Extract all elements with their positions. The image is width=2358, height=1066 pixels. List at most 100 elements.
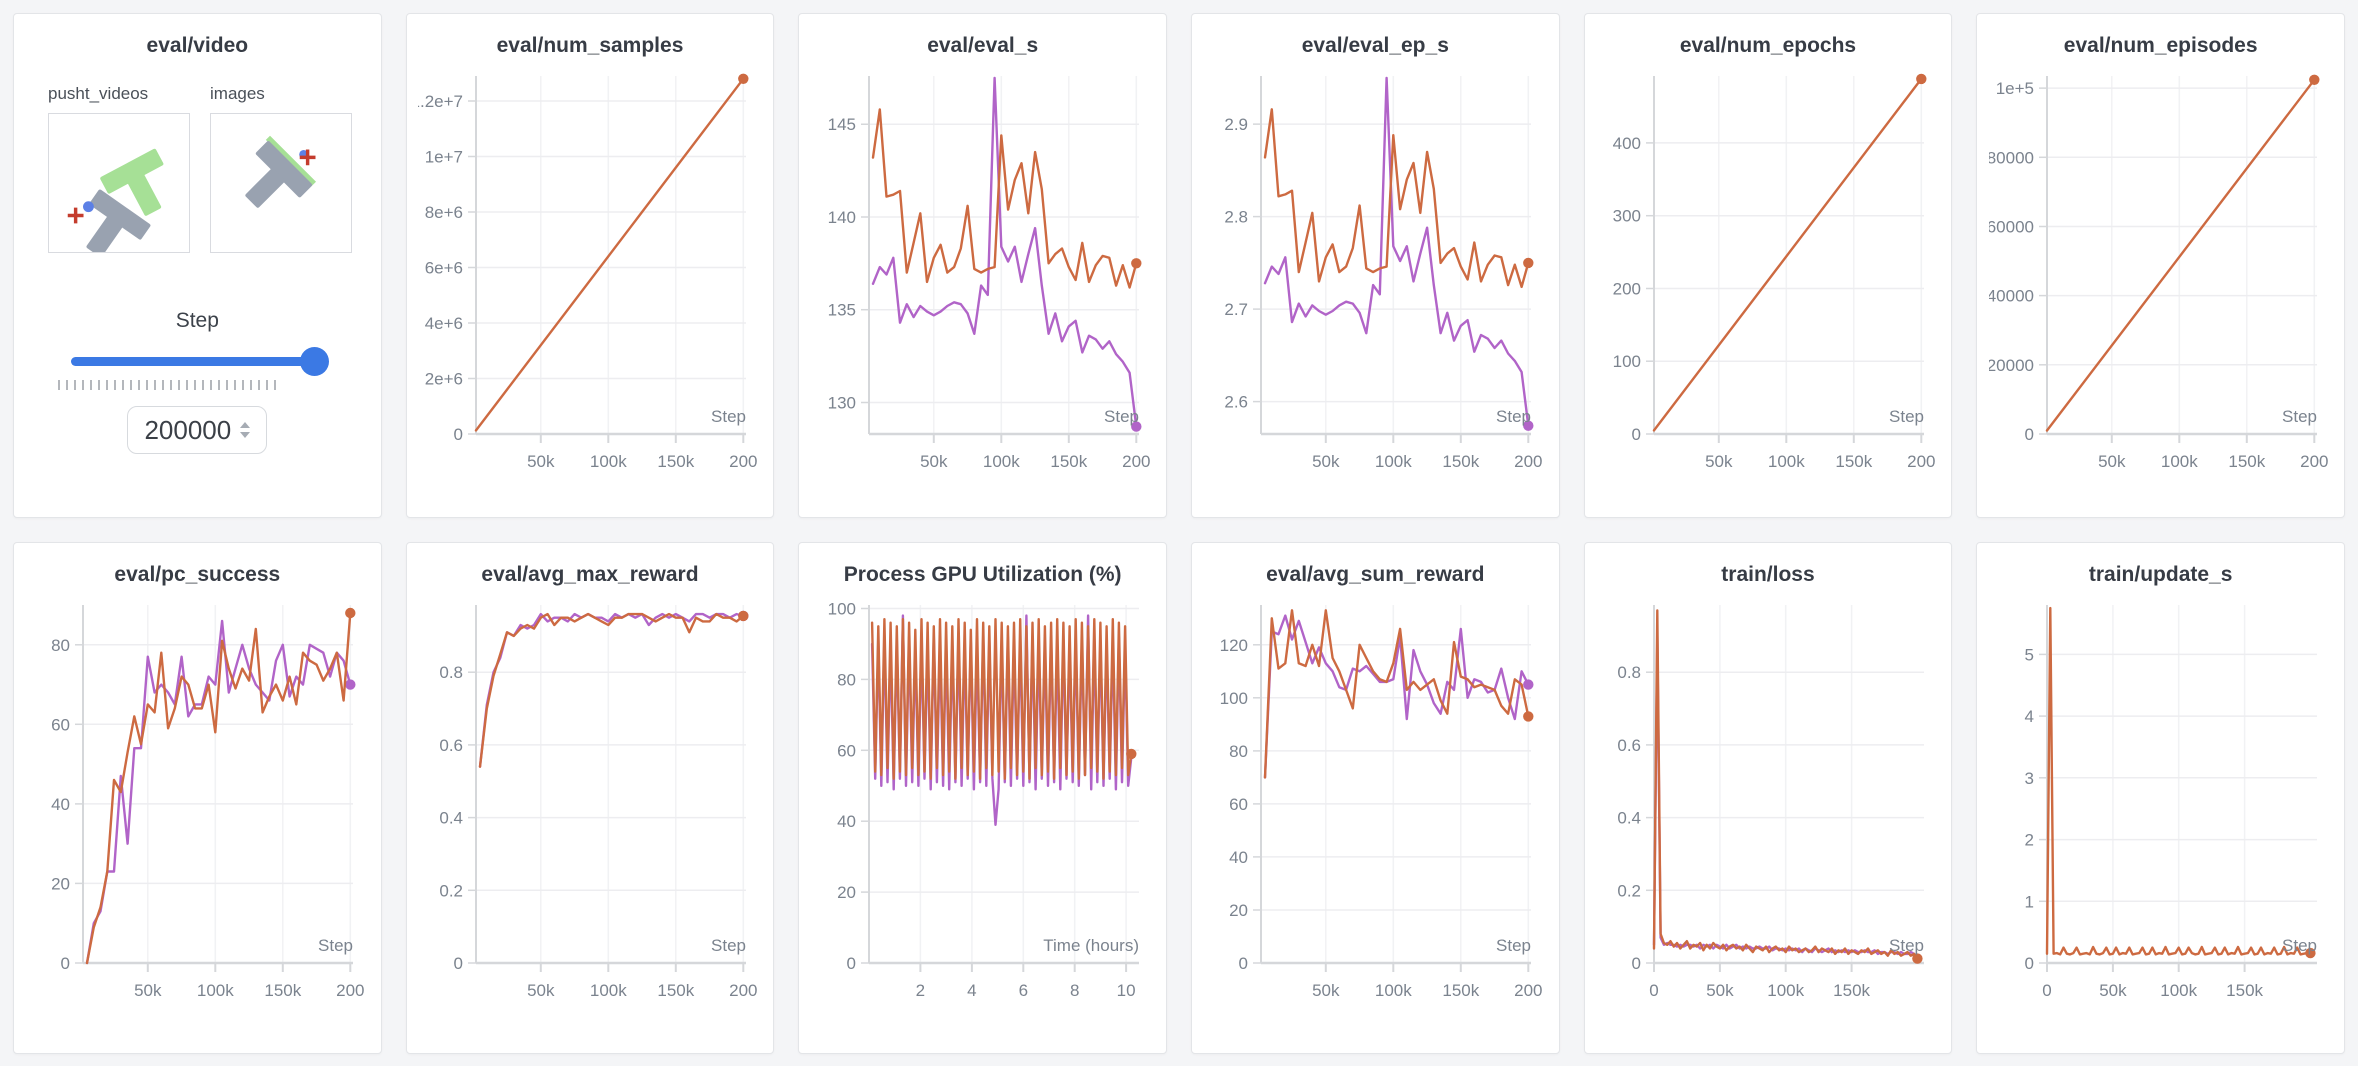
y-tick-label: 100 [1613, 352, 1641, 371]
series-line-run-orange[interactable] [474, 77, 745, 432]
endpoint-dot-run-purple [1523, 679, 1534, 690]
x-tick-label: 200 [1907, 452, 1935, 471]
chart-train-update-s[interactable]: 0 50k 100k 150k 0 1 2 3 4 5 Step [1989, 591, 2333, 1027]
endpoint-dot-run-orange [1912, 953, 1923, 964]
x-tick-label: 0 [2042, 981, 2051, 1000]
y-tick-label: 130 [827, 394, 855, 413]
step-slider[interactable] [71, 346, 330, 377]
chart-eval-avg-max-reward[interactable]: 50k 100k 150k 200 0 0.2 0.4 0.6 0.8 Step [418, 591, 762, 1027]
y-tick-label: 140 [827, 208, 855, 227]
x-axis-ticks: 50k 100k 150k 200 [920, 434, 1150, 471]
x-axis-label: Step [1889, 936, 1924, 955]
spinner-up-icon[interactable] [240, 422, 251, 428]
y-tick-label: 80000 [1989, 148, 2034, 167]
series-line-run-purple[interactable] [1264, 76, 1530, 427]
y-tick-label: 0.2 [439, 881, 463, 900]
y-axis-ticks: 0 0.2 0.4 0.6 0.8 [439, 663, 476, 973]
chart-eval-num-episodes[interactable]: 50k 100k 150k 200 0 20000 40000 60000 80000 1e+5 S… [1989, 62, 2333, 498]
y-tick-label: 1 [2024, 892, 2033, 911]
x-tick-label: 50k [527, 452, 555, 471]
y-tick-label: 0 [1239, 954, 1248, 973]
y-tick-label: 0.6 [1617, 736, 1641, 755]
series-line-run-orange[interactable] [86, 611, 352, 965]
y-tick-label: 0 [2024, 425, 2033, 444]
y-tick-label: 60 [1229, 795, 1248, 814]
chart-eval-avg-sum-reward[interactable]: 50k 100k 150k 200 0 20 40 60 80 100 120 Step [1203, 591, 1547, 1027]
series-line-run-purple[interactable] [478, 612, 745, 768]
step-slider-section: Step 200000 [14, 309, 381, 454]
x-axis-label: Step [1496, 936, 1531, 955]
panel-title: train/loss [1721, 563, 1815, 586]
panel-title: Process GPU Utilization (%) [843, 563, 1122, 586]
y-tick-label: 0.6 [439, 736, 463, 755]
y-axis-ticks: 130 135 140 145 [827, 115, 869, 413]
series-line-run-purple[interactable] [871, 76, 1138, 428]
series-line-run-orange[interactable] [1264, 108, 1530, 289]
x-axis-ticks: 50k 100k 150k 200 [1312, 434, 1543, 471]
series-line-run-orange[interactable] [2045, 78, 2316, 432]
endpoint-dot-run-orange [1125, 748, 1137, 760]
step-value-input[interactable]: 200000 [127, 406, 268, 454]
endpoint-dot-run-purple [1523, 420, 1534, 431]
y-tick-label: 0.2 [1617, 881, 1641, 900]
x-axis-ticks: 50k 100k 150k 200 [2098, 434, 2328, 471]
x-tick-label: 150k [2226, 981, 2263, 1000]
series-line-run-purple[interactable] [86, 619, 352, 965]
series-line-run-purple[interactable] [1264, 614, 1530, 779]
gridlines [475, 76, 746, 434]
series-line-run-orange[interactable] [478, 612, 745, 768]
panel-title: eval/avg_max_reward [481, 563, 699, 586]
y-tick-label: 300 [1613, 207, 1641, 226]
axes [1652, 605, 1924, 965]
y-tick-label: 2.8 [1225, 208, 1249, 227]
panel-eval-num-epochs: eval/num_epochs 50k 100k 150k 200 0 100 200 300 4… [1583, 13, 1953, 518]
x-axis-ticks: 0 50k 100k 150k [1649, 963, 1871, 1000]
x-tick-label: 200 [1514, 981, 1542, 1000]
series-line-run-orange[interactable] [2045, 606, 2312, 956]
series-line-run-orange[interactable] [1652, 77, 1923, 432]
endpoint-dot-run-purple [1130, 421, 1142, 432]
x-tick-label: 100k [983, 452, 1020, 471]
y-tick-label: 40 [51, 795, 70, 814]
images-thumbnail[interactable] [210, 113, 352, 253]
panel-title: eval/num_samples [496, 34, 684, 57]
series-line-run-orange[interactable] [871, 108, 1138, 289]
endpoint-dot-run-orange [738, 73, 749, 84]
spinner-down-icon[interactable] [240, 432, 251, 438]
chart-eval-eval-s[interactable]: 50k 100k 150k 200 130 135 140 145 Step [811, 62, 1155, 498]
x-axis-label: Step [1104, 407, 1139, 426]
y-axis-ticks: 0 20 40 60 80 100 120 [1220, 636, 1262, 973]
x-tick-label: 150k [1443, 452, 1480, 471]
y-tick-label: 1e+5 [1995, 79, 2033, 98]
chart-eval-pc-success[interactable]: 50k 100k 150k 200 0 20 40 60 80 Step [25, 591, 369, 1027]
series-line-run-orange[interactable] [870, 618, 1133, 780]
media-item-images: images [210, 84, 352, 253]
y-tick-label: 100 [1220, 689, 1248, 708]
images-render [245, 135, 317, 208]
axes [867, 76, 1139, 436]
chart-train-loss[interactable]: 0 50k 100k 150k 0 0.2 0.4 0.6 0.8 Step [1596, 591, 1940, 1027]
x-tick-label: 50k [1312, 452, 1340, 471]
panel-title: eval/pc_success [114, 563, 281, 586]
panel-train-loss: train/loss 0 50k 100k 150k 0 0.2 0.4 0.6 0.8 Step [1583, 542, 1953, 1054]
axes [2045, 605, 2317, 965]
chart-eval-num-epochs[interactable]: 50k 100k 150k 200 0 100 200 300 400 Step [1596, 62, 1940, 498]
x-axis-ticks: 50k 100k 150k 200 [527, 963, 757, 1000]
y-tick-label: 2 [2024, 831, 2033, 850]
step-slider-track[interactable] [71, 357, 320, 366]
y-tick-label: 20000 [1989, 356, 2034, 375]
chart-eval-eval-ep-s[interactable]: 50k 100k 150k 200 2.6 2.7 2.8 2.9 Step [1203, 62, 1547, 498]
series-line-run-orange[interactable] [1264, 609, 1530, 779]
chart-eval-num-samples[interactable]: 50k 100k 150k 200 0 2e+6 4e+6 6e+6 8e+6 1e+7 1.2e+… [418, 62, 762, 498]
media-item-pusht-videos: pusht_videos [48, 84, 190, 258]
y-tick-label: 2.6 [1225, 393, 1249, 412]
y-tick-label: 0.8 [1617, 663, 1641, 682]
y-axis-ticks: 0 100 200 300 400 [1613, 134, 1654, 444]
x-axis-ticks: 50k 100k 150k 200 [1705, 434, 1935, 471]
x-tick-label: 50k [1705, 452, 1733, 471]
panel-title: eval/eval_ep_s [1301, 34, 1449, 57]
series-line-run-orange[interactable] [1652, 609, 1919, 960]
pusht-videos-thumbnail[interactable] [48, 113, 190, 258]
step-slider-handle[interactable] [300, 347, 330, 376]
